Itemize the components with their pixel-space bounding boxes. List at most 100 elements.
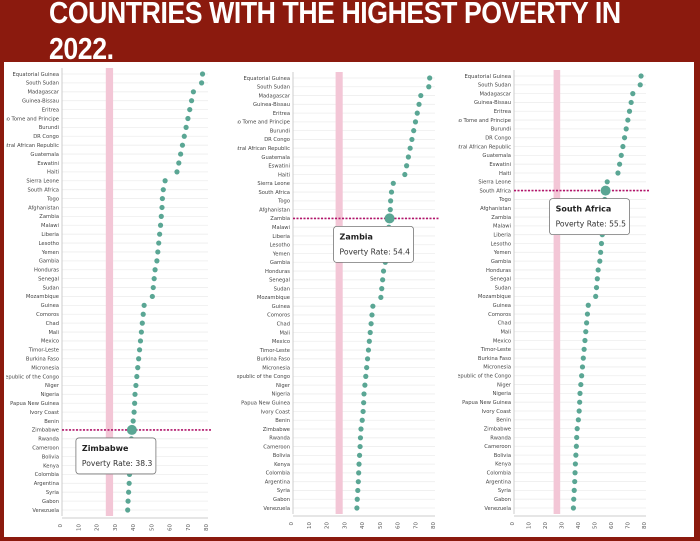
category-label: Niger (497, 382, 512, 388)
data-point (573, 443, 579, 449)
category-label: Malawi (41, 223, 59, 229)
data-point (138, 329, 144, 335)
category-label: South Sudan (478, 83, 511, 89)
category-label: Zimbabwe (32, 428, 59, 434)
data-point (593, 284, 600, 291)
data-point (354, 505, 360, 511)
category-label: Ivory Coast (261, 409, 290, 415)
category-label: Mozambique (26, 294, 59, 300)
category-label: Yemen (41, 250, 59, 256)
data-point (380, 268, 387, 274)
category-label: Burkina Faso (257, 357, 290, 363)
data-point (575, 417, 581, 423)
category-label: Zambia (491, 215, 511, 221)
category-label: Equatorial Guinea (13, 72, 60, 78)
scatter-chart-south-africa: Equatorial Guinea South Sudan Madagascar Gu… (449, 70, 650, 529)
data-point (573, 452, 579, 458)
data-point (626, 108, 633, 114)
x-tick-label: 0 (510, 522, 516, 526)
category-label: Equatorial Guinea (465, 74, 512, 80)
category-label: Senegal (38, 276, 59, 282)
category-label: Togo (277, 199, 290, 205)
data-point (367, 329, 373, 336)
data-point (158, 213, 164, 219)
chart-panel-1: Equatorial Guinea South Sudan Madagascar Gu… (0, 64, 216, 534)
data-point (355, 479, 361, 485)
tooltip-value: Poverty Rate: 38.3 (82, 459, 153, 468)
category-label: Micronesia (483, 365, 511, 371)
category-label: Afghanistan (259, 207, 290, 213)
category-label: Honduras (486, 268, 511, 274)
x-tick-label: 40 (131, 524, 137, 531)
category-label: Liberia (493, 232, 511, 238)
category-label: Yemen (272, 251, 290, 257)
category-label: Malawi (493, 224, 511, 230)
data-point (604, 179, 610, 185)
category-label: Rwanda (38, 437, 59, 443)
category-label: Nigeria (271, 392, 290, 398)
category-label: South Africa (479, 188, 511, 194)
data-point (132, 391, 138, 397)
category-label: South Africa (258, 190, 290, 196)
category-label: DR Congo (485, 136, 511, 142)
category-label: Yemen (493, 250, 511, 256)
category-label: Ivory Coast (482, 409, 511, 415)
category-label: Cameroon (32, 446, 59, 452)
x-tick-label: 10 (527, 522, 533, 529)
data-point (585, 302, 591, 308)
data-point (583, 329, 589, 335)
category-label: Papua New Guinea (10, 401, 59, 407)
data-point (360, 408, 366, 415)
data-point (426, 84, 432, 90)
data-point (402, 171, 408, 178)
data-point (130, 418, 136, 424)
data-point (630, 91, 636, 97)
category-label: Chad (46, 321, 59, 327)
category-label: Guinea-Bissau (253, 102, 290, 108)
data-point (574, 426, 580, 432)
x-tick-label: 20 (95, 524, 101, 531)
category-label: Mali (48, 330, 59, 336)
x-tick-label: 0 (58, 524, 64, 528)
data-point (628, 99, 634, 106)
x-tick-label: 60 (609, 522, 615, 529)
category-label: Timor-Leste (480, 347, 511, 353)
category-label: Niger (45, 383, 60, 389)
data-point (199, 71, 206, 77)
category-label: Haiti (278, 172, 290, 178)
x-tick-label: 10 (76, 524, 82, 531)
category-label: Guatemala (482, 153, 511, 159)
data-point (190, 89, 196, 95)
data-point (155, 249, 161, 255)
category-label: Guatemala (261, 155, 290, 161)
category-label: Venezuela (263, 506, 290, 512)
category-label: Eswatini (37, 161, 59, 167)
tooltip-box (549, 198, 630, 236)
data-point (176, 160, 182, 166)
category-label: Venezuela (32, 508, 59, 514)
category-label: Sao Tome and Principe (237, 120, 290, 126)
data-point (638, 73, 644, 79)
data-point (407, 145, 413, 151)
category-label: Afghanistan (28, 205, 59, 211)
category-label: Lesotho (491, 241, 511, 247)
data-point (159, 204, 165, 211)
data-point (598, 240, 605, 247)
category-label: South Sudan (257, 85, 290, 91)
data-point (404, 163, 410, 169)
data-point (359, 417, 365, 423)
data-point (364, 364, 370, 371)
data-point (584, 320, 590, 326)
category-label: Sudan (43, 285, 59, 291)
category-label: Comoros (488, 312, 511, 318)
data-point (364, 356, 371, 362)
category-label: Niger (276, 383, 291, 389)
data-point (135, 365, 141, 371)
category-label: Sao Tome and Principe (458, 118, 511, 124)
reference-band (553, 70, 561, 514)
category-label: Rwanda (269, 436, 290, 442)
x-tick-label: 50 (378, 522, 384, 529)
category-label: Nigeria (40, 392, 59, 398)
category-label: Haiti (499, 171, 511, 177)
data-point (126, 489, 132, 495)
